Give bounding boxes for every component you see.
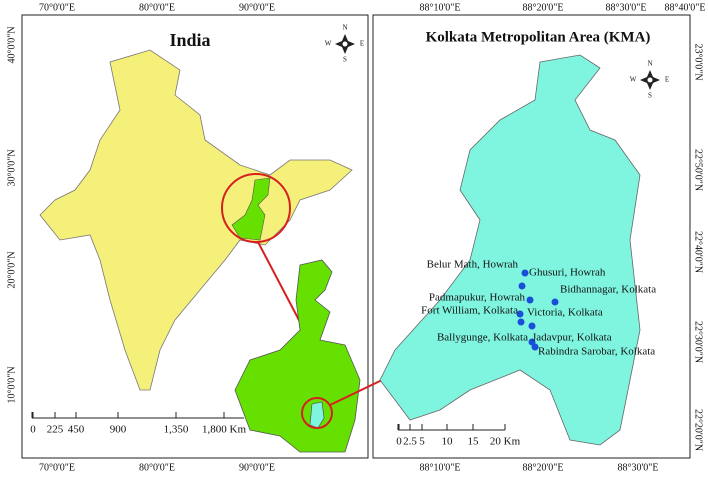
station-dot [526, 296, 534, 304]
station-label: Jadavpur, Kolkata [532, 332, 612, 344]
lon-label: 88°30'0"E [606, 2, 647, 13]
india-shape [39, 49, 353, 391]
lat-label: 23°0'0"N [693, 43, 704, 80]
compass-s: S [343, 56, 347, 64]
station-label: Padmapukur, Howrah [429, 292, 526, 304]
lat-label: 22°40'0"N [693, 231, 704, 273]
compass-w: W [630, 76, 637, 84]
scale-bar [31, 412, 244, 419]
kma-title: Kolkata Metropolitan Area (KMA) [426, 29, 651, 45]
kma-shape [379, 54, 641, 446]
compass-e: E [360, 40, 364, 48]
scale-label: 15 [468, 436, 480, 448]
connector-line [257, 241, 301, 323]
west-bengal-small [231, 177, 271, 241]
scale-label: 1,800 Km [202, 424, 246, 436]
station-dot [518, 282, 526, 290]
lon-label: 88°10'0"E [420, 462, 461, 473]
lat-label: 40°0'0"N [6, 26, 17, 63]
highlight-circle [221, 173, 291, 243]
lon-label: 70°0'0"E [39, 2, 75, 13]
scale-label: 1,350 [164, 424, 189, 436]
lon-label: 88°10'0"E [420, 2, 461, 13]
lon-label: 80°0'0"E [139, 462, 175, 473]
station-dot [528, 322, 536, 330]
station-dot [517, 318, 525, 326]
station-dot [531, 343, 539, 351]
compass-s: S [648, 92, 652, 100]
lon-label: 88°20'0"E [523, 2, 564, 13]
scale-bar [397, 424, 506, 431]
compass-n: N [647, 60, 652, 68]
station-dot [551, 298, 559, 306]
scale-label: 5 [419, 436, 425, 448]
compass-center [646, 76, 654, 84]
lon-label: 88°30'0"E [618, 462, 659, 473]
lon-label: 80°0'0"E [139, 2, 175, 13]
station-label: Ghusuri, Howrah [529, 267, 606, 279]
station-dot [516, 310, 524, 318]
scale-label: 450 [68, 424, 85, 436]
scale-label: 0 [30, 424, 36, 436]
lat-label: 22°20'0"N [693, 409, 704, 451]
station-label: Victoria, Kolkata [527, 307, 603, 319]
highlight-circle [301, 397, 333, 429]
station-label: Belur Math, Howrah [427, 259, 519, 271]
scale-label: 20 Km [490, 436, 521, 448]
lat-label: 22°50'0"N [693, 149, 704, 191]
scale-label: 225 [47, 424, 64, 436]
lat-label: 10°0'0"N [6, 366, 17, 403]
compass-n: N [342, 24, 347, 32]
lat-label: 30°0'0"N [6, 149, 17, 186]
station-label: Bidhannagar, Kolkata [560, 284, 656, 296]
lon-label: 70°0'0"E [39, 462, 75, 473]
lon-label: 90°0'0"E [239, 2, 275, 13]
station-label: Ballygunge, Kolkata [437, 332, 528, 344]
compass-w: W [325, 40, 332, 48]
station-label: Rabindra Sarobar, Kolkata [538, 346, 655, 358]
compass-e: E [665, 76, 669, 84]
lat-label: 22°30'0"N [693, 321, 704, 363]
lon-label: 90°0'0"E [239, 462, 275, 473]
kma-small [309, 401, 325, 429]
compass-center [341, 40, 349, 48]
scale-label: 0 [396, 436, 402, 448]
lon-label: 88°20'0"E [523, 462, 564, 473]
station-dot [521, 269, 529, 277]
scale-label: 10 [442, 436, 454, 448]
scale-label: 2.5 [403, 436, 417, 448]
station-label: Fort William, Kolkata [421, 305, 518, 317]
lon-label: 88°40'0"E [665, 2, 706, 13]
india-title: India [169, 30, 210, 50]
scale-label: 900 [110, 424, 127, 436]
lat-label: 20°0'0"N [6, 251, 17, 288]
